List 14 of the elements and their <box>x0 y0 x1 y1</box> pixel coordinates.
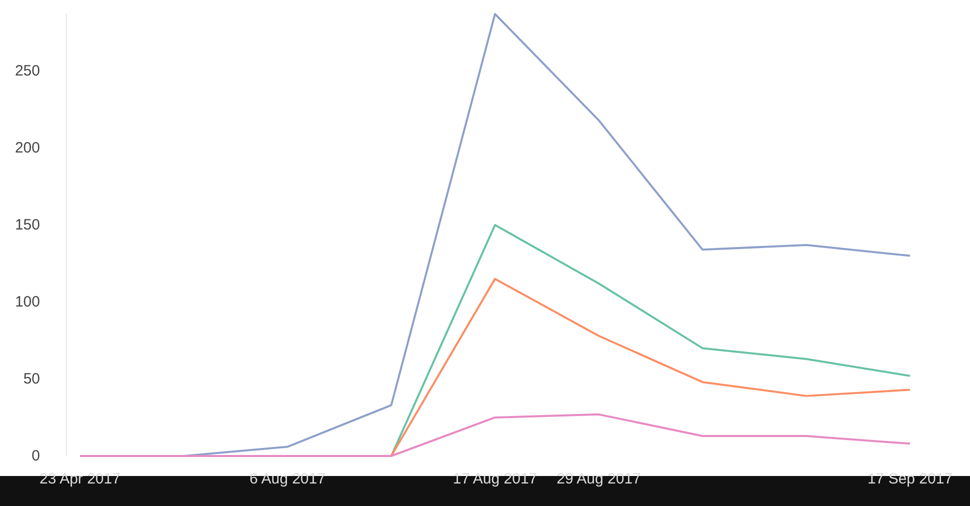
line-series <box>390 278 911 457</box>
x-tick-label: 23 Apr 2017 <box>40 470 120 488</box>
x-tick-label: 17 Sep 2017 <box>867 470 953 488</box>
y-tick-label: 50 <box>23 370 40 388</box>
x-tick-label: 6 Aug 2017 <box>250 470 326 488</box>
y-tick-label: 250 <box>14 62 40 80</box>
x-tick-label: 17 Aug 2017 <box>452 470 538 488</box>
x-tick-label: 29 Aug 2017 <box>556 470 641 488</box>
line-series <box>390 224 911 457</box>
y-tick-label: 200 <box>14 139 40 156</box>
y-tick-label: 100 <box>14 293 40 310</box>
y-tick-label: 0 <box>32 448 40 464</box>
y-tick-label: 150 <box>14 216 40 234</box>
line-series <box>79 413 911 457</box>
